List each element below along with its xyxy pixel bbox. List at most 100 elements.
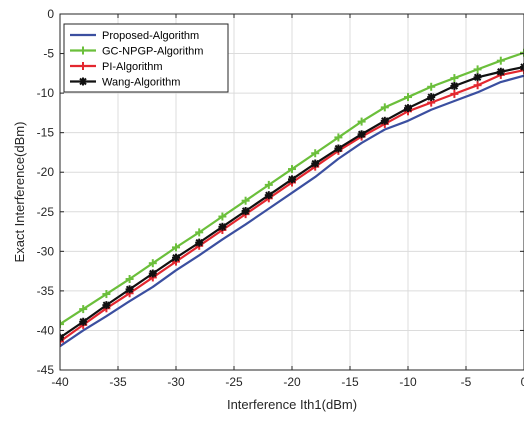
data-point bbox=[218, 222, 227, 231]
marker-stroke bbox=[79, 318, 87, 326]
data-point bbox=[102, 290, 111, 299]
x-axis-title: Interference Ith1(dBm) bbox=[227, 397, 357, 412]
data-point bbox=[60, 337, 64, 346]
data-point bbox=[148, 269, 157, 278]
marker-stroke bbox=[195, 238, 203, 247]
marker-stroke bbox=[334, 144, 343, 153]
y-tick-label: -15 bbox=[37, 126, 55, 140]
legend-item: Wang-Algorithm bbox=[70, 77, 180, 89]
marker-stroke bbox=[357, 130, 366, 138]
legend-label: Proposed-Algorithm bbox=[102, 30, 199, 42]
data-point bbox=[427, 93, 436, 102]
marker-stroke bbox=[125, 285, 134, 294]
marker-stroke bbox=[311, 159, 319, 168]
marker-stroke bbox=[102, 301, 111, 309]
data-point bbox=[195, 238, 204, 247]
data-point bbox=[427, 82, 436, 91]
data-point bbox=[473, 81, 482, 90]
x-tick-label: -25 bbox=[225, 375, 243, 389]
x-tick-label: -15 bbox=[341, 375, 359, 389]
data-point bbox=[450, 81, 459, 90]
legend-item: Proposed-Algorithm bbox=[70, 30, 199, 42]
x-tick-label: -40 bbox=[51, 375, 69, 389]
legend-label: PI-Algorithm bbox=[102, 61, 163, 73]
data-point bbox=[264, 191, 273, 200]
y-tick-label: 0 bbox=[47, 7, 54, 21]
data-point bbox=[60, 333, 64, 342]
data-point bbox=[404, 93, 412, 102]
data-point bbox=[496, 56, 505, 65]
data-point bbox=[148, 259, 157, 268]
legend: Proposed-Algorithm GC-NPGP-Algorithm PI-Al… bbox=[63, 23, 229, 93]
data-point bbox=[79, 305, 88, 314]
data-point bbox=[60, 320, 64, 329]
data-point bbox=[380, 103, 389, 112]
y-axis-title: Exact Interference(dBm) bbox=[12, 122, 27, 263]
data-point bbox=[172, 253, 180, 262]
series-layer bbox=[60, 48, 524, 348]
y-tick-label: -35 bbox=[37, 284, 55, 298]
marker-stroke bbox=[172, 253, 180, 262]
data-point bbox=[241, 206, 250, 215]
legend-item: PI-Algorithm bbox=[70, 61, 163, 73]
marker-stroke bbox=[427, 93, 435, 101]
data-point bbox=[380, 116, 389, 125]
data-point bbox=[125, 285, 134, 294]
series-wang-algorithm bbox=[60, 63, 524, 342]
data-point bbox=[520, 63, 524, 72]
x-tick-label: 0 bbox=[521, 375, 524, 389]
x-tick-label: -30 bbox=[167, 375, 185, 389]
marker-stroke bbox=[149, 269, 157, 278]
y-tick-label: -40 bbox=[37, 323, 55, 337]
data-point bbox=[172, 243, 180, 252]
data-point bbox=[311, 149, 320, 158]
legend-label: Wang-Algorithm bbox=[102, 77, 180, 89]
data-point bbox=[496, 67, 505, 76]
series-proposed-algorithm bbox=[60, 74, 524, 348]
ticks: -40 -35 -30 -25 -20 -15 -10 -5 0 0 -5 -10 -15 -20 -25 -… bbox=[37, 7, 524, 389]
series-line bbox=[60, 74, 524, 348]
data-point bbox=[404, 104, 412, 113]
marker-stroke bbox=[404, 104, 412, 112]
series-gc-npgp-algorithm bbox=[60, 48, 524, 329]
x-tick-label: -35 bbox=[109, 375, 127, 389]
data-point bbox=[473, 73, 482, 82]
data-point bbox=[473, 65, 482, 74]
marker-stroke bbox=[218, 223, 227, 231]
data-point bbox=[450, 89, 459, 98]
data-point bbox=[79, 317, 88, 326]
data-point bbox=[218, 212, 227, 221]
data-point bbox=[288, 165, 296, 174]
y-tick-label: -5 bbox=[43, 47, 54, 61]
marker-stroke bbox=[265, 191, 273, 199]
y-tick-label: -10 bbox=[37, 86, 55, 100]
marker-stroke bbox=[520, 65, 524, 71]
y-tick-label: -30 bbox=[37, 244, 55, 258]
data-point bbox=[334, 144, 343, 153]
y-tick-label: -25 bbox=[37, 205, 55, 219]
y-tick-label: -45 bbox=[37, 363, 55, 377]
data-point bbox=[125, 275, 134, 284]
legend-label: GC-NPGP-Algorithm bbox=[102, 46, 203, 58]
data-point bbox=[357, 130, 366, 139]
x-tick-label: -5 bbox=[461, 375, 472, 389]
legend-item: GC-NPGP-Algorithm bbox=[70, 46, 203, 58]
marker-stroke bbox=[473, 73, 482, 81]
marker-stroke bbox=[79, 77, 87, 86]
x-tick-label: -10 bbox=[399, 375, 417, 389]
marker-stroke bbox=[60, 336, 64, 342]
data-point bbox=[520, 48, 524, 57]
marker-stroke bbox=[60, 333, 64, 339]
marker-stroke bbox=[288, 175, 296, 184]
data-point bbox=[311, 159, 320, 168]
marker-stroke bbox=[241, 207, 250, 215]
data-point bbox=[357, 117, 366, 126]
data-point bbox=[102, 301, 111, 310]
data-point bbox=[264, 180, 273, 189]
data-point bbox=[450, 74, 459, 83]
marker-stroke bbox=[497, 68, 505, 76]
data-point bbox=[195, 228, 204, 237]
data-point bbox=[241, 196, 250, 205]
marker-stroke bbox=[450, 82, 459, 90]
